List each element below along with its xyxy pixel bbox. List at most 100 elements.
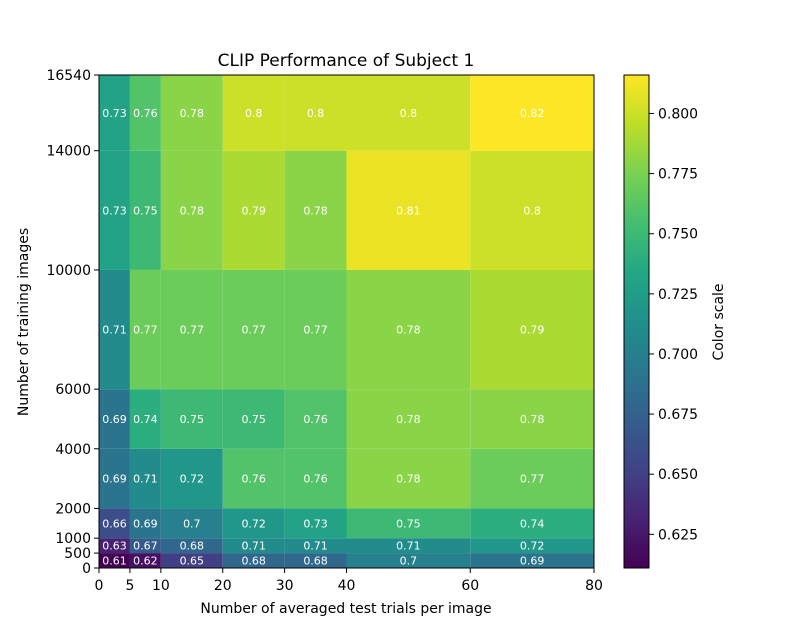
cell-value-label: 0.8 — [400, 107, 418, 120]
cell-value-label: 0.71 — [133, 473, 158, 486]
cell-value-label: 0.82 — [520, 107, 545, 120]
colorbar: 0.625 0.650 0.675 0.700 0.725 0.750 0.775 0.800 — [623, 74, 698, 569]
colorbar-tick-label: 0.675 — [658, 407, 698, 423]
heatmap-cell — [222, 75, 285, 151]
heatmap-cell — [99, 150, 130, 270]
heatmap-cell — [129, 389, 161, 449]
cell-value-label: 0.67 — [133, 540, 158, 553]
heatmap-cell — [346, 508, 471, 539]
cell-value-label: 0.71 — [303, 540, 328, 553]
cell-value-label: 0.71 — [241, 540, 266, 553]
x-axis: 0 5 10 20 30 40 60 80 — [95, 74, 603, 594]
cell-value-label: 0.76 — [241, 473, 266, 486]
heatmap-cell — [160, 269, 223, 390]
cell-value-label: 0.75 — [396, 517, 421, 530]
cell-value-label: 0.78 — [520, 413, 545, 426]
heatmap-cell — [222, 389, 285, 449]
colorbar-tick-label: 0.775 — [658, 167, 698, 183]
cell-value-label: 0.77 — [520, 473, 545, 486]
heatmap-cell — [346, 389, 471, 449]
cell-value-label: 0.74 — [133, 413, 158, 426]
heatmap-cell — [284, 389, 347, 449]
heatmap-cell — [470, 269, 594, 390]
cell-value-label: 0.69 — [133, 517, 158, 530]
heatmap-cells — [99, 75, 594, 568]
heatmap-cell — [99, 508, 130, 539]
heatmap-cell — [160, 389, 223, 449]
cell-value-label: 0.77 — [180, 324, 205, 337]
heatmap-cell — [284, 75, 347, 151]
cell-value-label: 0.8 — [523, 204, 541, 217]
heatmap-cell — [222, 553, 285, 568]
x-tick-label: 80 — [585, 578, 603, 594]
heatmap-cell — [129, 553, 161, 568]
cell-value-label: 0.77 — [133, 324, 158, 337]
heatmap-cell — [470, 389, 594, 449]
heatmap-cell — [160, 553, 223, 568]
heatmap-cell — [470, 538, 594, 554]
heatmap-cell — [222, 269, 285, 390]
heatmap-cell — [346, 150, 471, 270]
heatmap-cell — [129, 508, 161, 539]
cell-value-label: 0.78 — [180, 107, 205, 120]
x-tick-label: 60 — [461, 578, 479, 594]
heatmap-cell — [129, 538, 161, 554]
cell-value-label: 0.68 — [180, 540, 205, 553]
heatmap-cell — [470, 75, 594, 151]
cell-value-label: 0.63 — [102, 540, 127, 553]
y-tick-label: 0 — [82, 561, 91, 577]
cell-value-label: 0.69 — [520, 555, 545, 568]
cell-value-label: 0.72 — [180, 473, 205, 486]
cell-value-label: 0.76 — [303, 413, 328, 426]
heatmap-cell — [470, 553, 594, 568]
heatmap-cell — [222, 538, 285, 554]
y-tick-label: 2000 — [55, 501, 91, 517]
heatmap-cell — [284, 150, 347, 270]
y-tick-label: 6000 — [55, 382, 91, 398]
cell-value-label: 0.81 — [396, 204, 421, 217]
cell-value-label: 0.8 — [307, 107, 325, 120]
colorbar-tick-label: 0.800 — [658, 106, 698, 122]
cell-value-label: 0.68 — [241, 555, 266, 568]
colorbar-label: Color scale — [711, 283, 727, 360]
cell-value-label: 0.61 — [102, 555, 127, 568]
heatmap-cell — [346, 553, 471, 568]
cell-value-label: 0.72 — [520, 540, 545, 553]
heatmap-cell — [99, 389, 130, 449]
cell-value-label: 0.79 — [520, 324, 545, 337]
cell-value-label: 0.73 — [102, 107, 127, 120]
heatmap-cell — [99, 75, 130, 151]
heatmap-cell — [470, 448, 594, 509]
heatmap-cell — [346, 538, 471, 554]
cell-value-label: 0.78 — [396, 413, 421, 426]
colorbar-tick-label: 0.725 — [658, 287, 698, 303]
cell-value-label: 0.76 — [303, 473, 328, 486]
heatmap-cell — [99, 553, 130, 568]
x-tick-label: 30 — [276, 578, 294, 594]
y-tick-label: 14000 — [46, 144, 91, 160]
cell-value-label: 0.73 — [303, 517, 328, 530]
y-axis-label: Number of training images — [16, 228, 32, 416]
cell-value-label: 0.65 — [180, 555, 205, 568]
colorbar-tick-label: 0.700 — [658, 347, 698, 363]
heatmap-cell — [222, 448, 285, 509]
heatmap-cell — [129, 448, 161, 509]
x-axis-label: Number of averaged test trials per image — [200, 601, 491, 617]
cell-value-label: 0.78 — [303, 204, 328, 217]
colorbar-tick-label: 0.750 — [658, 227, 698, 243]
heatmap-cell — [470, 150, 594, 270]
colorbar-gradient — [624, 75, 649, 568]
heatmap-cell — [160, 150, 223, 270]
x-tick-label: 5 — [125, 578, 134, 594]
y-tick-label: 4000 — [55, 442, 91, 458]
heatmap-cell — [99, 538, 130, 554]
cell-value-label: 0.68 — [303, 555, 328, 568]
chart-title: CLIP Performance of Subject 1 — [218, 51, 475, 71]
heatmap-cell — [284, 553, 347, 568]
heatmap-cell — [346, 75, 471, 151]
cell-value-label: 0.77 — [303, 324, 328, 337]
y-tick-label: 16540 — [46, 68, 91, 84]
cell-value-label: 0.8 — [245, 107, 263, 120]
cell-value-label: 0.78 — [180, 204, 205, 217]
